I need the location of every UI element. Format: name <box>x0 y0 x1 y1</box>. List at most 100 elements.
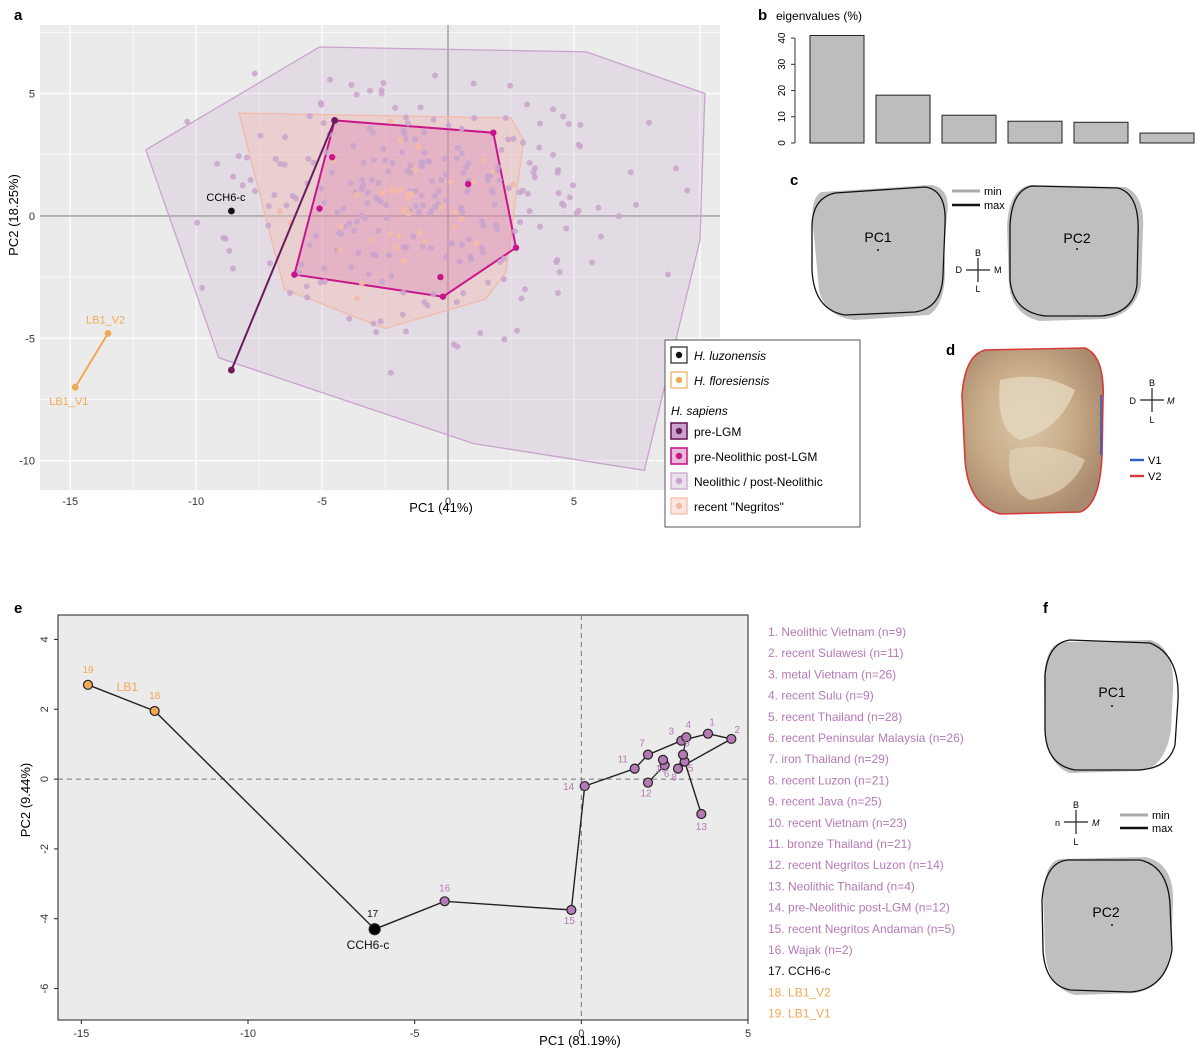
point-neolithic <box>411 136 418 143</box>
point-neolithic <box>370 157 377 164</box>
point-neolithic <box>230 265 237 272</box>
plot-b-axis: 0 10 20 30 40 <box>777 32 796 146</box>
point-pre-lgm <box>331 117 339 124</box>
legend-e-entry: 7. iron Thailand (n=29) <box>768 752 889 766</box>
plot-b-title: eigenvalues (%) <box>776 9 862 23</box>
point-neolithic <box>497 258 504 265</box>
legend-dot-floresiensis <box>675 376 683 384</box>
point-neolithic <box>498 146 505 153</box>
point-pre-lgm <box>228 366 235 374</box>
label-c-pc1: PC1 <box>864 229 891 245</box>
point-neolithic <box>272 155 279 162</box>
compass-f-l: L <box>1073 837 1078 847</box>
compass-c: B L D M <box>956 248 1002 294</box>
point-neolithic <box>257 132 264 139</box>
point-neolithic <box>536 120 543 127</box>
outline-c-pc1: PC1 <box>811 185 948 320</box>
point-post-lgm <box>512 244 520 251</box>
y-tick-label: 20 <box>777 85 788 97</box>
point-neolithic <box>463 164 470 171</box>
point-neolithic <box>494 167 501 174</box>
point-neolithic <box>303 283 310 290</box>
point-neolithic <box>368 176 375 183</box>
point-neolithic <box>478 218 485 225</box>
point-label-4: 4 <box>686 720 692 731</box>
point-negritos <box>400 258 407 265</box>
point-negritos <box>394 244 401 251</box>
point-neolithic <box>595 204 602 211</box>
point-neolithic <box>589 259 596 266</box>
legend-e-entry: 12. recent Negritos Luzon (n=14) <box>768 858 944 872</box>
label-f-pc1: PC1 <box>1098 684 1125 700</box>
point-neolithic <box>598 233 605 240</box>
point-neolithic <box>458 125 465 132</box>
point-neolithic <box>505 185 512 192</box>
point-neolithic <box>312 233 319 240</box>
point-label-18: 18 <box>149 691 161 702</box>
point-neolithic <box>271 191 278 198</box>
point-neolithic <box>317 279 324 286</box>
point-neolithic <box>419 160 426 167</box>
point-neolithic <box>243 154 250 161</box>
point-neolithic <box>530 169 537 176</box>
legend-f: min max <box>1120 810 1173 835</box>
label-c-pc2: PC2 <box>1063 230 1090 246</box>
panel-letter-c: c <box>790 172 798 189</box>
point-neolithic <box>306 242 313 249</box>
point-neolithic <box>305 155 312 162</box>
point-label-14: 14 <box>563 782 575 793</box>
outline-f-pc1: PC1 <box>1044 639 1179 773</box>
point-neolithic <box>276 160 283 167</box>
point-post-lgm <box>437 273 444 281</box>
compass-f: B L n M <box>1055 800 1100 847</box>
legend-e-entry: 9. recent Java (n=25) <box>768 795 882 809</box>
point-neolithic <box>577 121 584 128</box>
point-neolithic <box>369 251 376 258</box>
point-negritos <box>447 178 454 185</box>
point-neolithic <box>321 265 328 272</box>
point-neolithic <box>402 328 409 335</box>
point-neolithic <box>577 143 584 150</box>
y-tick-label: 40 <box>777 32 788 44</box>
point-neolithic <box>265 203 272 210</box>
point-group-2 <box>726 733 737 745</box>
point-neolithic <box>336 229 343 236</box>
point-neolithic <box>421 299 428 306</box>
point-neolithic <box>478 244 485 251</box>
y-tick-label: -4 <box>39 914 51 924</box>
legend-e-entry: 1. Neolithic Vietnam (n=9) <box>768 625 906 639</box>
point-neolithic <box>403 244 410 251</box>
legend-e-entry: 2. recent Sulawesi (n=11) <box>768 646 904 660</box>
point-negritos <box>379 189 386 196</box>
point-neolithic <box>445 122 452 129</box>
point-label-15: 15 <box>564 916 576 927</box>
point-neolithic <box>507 82 514 89</box>
point-neolithic <box>373 329 380 336</box>
point-neolithic <box>460 169 467 176</box>
point-neolithic <box>362 215 369 222</box>
point-neolithic <box>239 182 246 189</box>
point-neolithic <box>304 294 311 301</box>
plot-a-lines <box>71 117 339 391</box>
compass-c-l: L <box>975 284 980 294</box>
point-neolithic <box>385 252 392 259</box>
compass-d-l: L <box>1149 415 1154 425</box>
point-label-7: 7 <box>639 739 645 750</box>
point-neolithic <box>346 315 353 322</box>
point-negritos <box>421 238 428 245</box>
point-neolithic <box>410 233 417 240</box>
point-neolithic <box>347 180 354 187</box>
point-neolithic <box>424 158 431 165</box>
label-f-pc2: PC2 <box>1092 904 1119 920</box>
bar-eigenvalue <box>809 34 865 144</box>
point-negritos <box>451 224 458 231</box>
point-neolithic <box>230 173 237 180</box>
point-negritos <box>276 208 283 215</box>
compass-c-b: B <box>975 248 981 258</box>
x-tick-label: -15 <box>62 496 78 508</box>
point-neolithic <box>377 318 384 325</box>
point-neolithic <box>569 182 576 189</box>
point-neolithic <box>310 159 317 166</box>
point-neolithic <box>387 369 394 376</box>
point-neolithic <box>351 227 358 234</box>
